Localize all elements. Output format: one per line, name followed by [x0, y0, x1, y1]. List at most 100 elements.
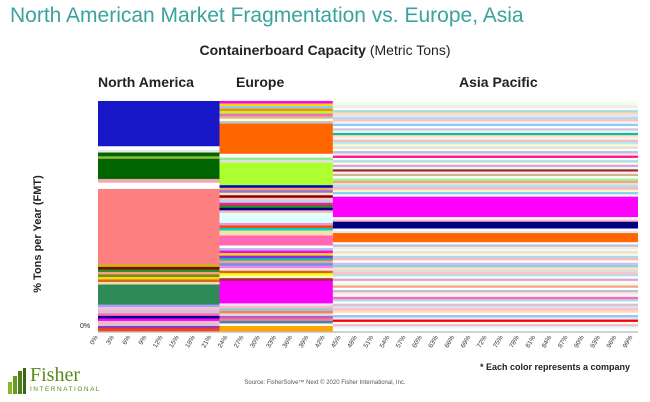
segment-2-2: [332, 105, 638, 109]
segment-1-44: [219, 275, 333, 279]
segment-2-39: [332, 189, 638, 193]
segment-2-56: [332, 258, 638, 261]
segment-0-18: [98, 304, 220, 308]
segment-2-33: [332, 176, 638, 179]
segment-1-48: [219, 305, 333, 309]
segment-1-30: [219, 232, 333, 236]
segment-2-74: [332, 299, 638, 302]
segment-1-15: [219, 187, 333, 191]
segment-2-76: [332, 303, 638, 307]
segment-2-77: [332, 305, 638, 309]
segment-2-61: [332, 269, 638, 273]
x-tick-label: 27%: [233, 334, 246, 349]
segment-2-8: [332, 119, 638, 122]
x-tick-label: 30%: [249, 334, 262, 349]
x-tick-label: 51%: [363, 334, 376, 349]
segment-1-35: [219, 253, 333, 256]
segment-2-48: [332, 233, 638, 243]
segment-1-42: [219, 270, 333, 274]
x-tick-label: 78%: [508, 334, 521, 349]
region-label-europe: Europe: [236, 74, 285, 90]
segment-2-80: [332, 312, 638, 316]
segment-1-16: [219, 190, 333, 194]
x-tick-label: 54%: [379, 334, 392, 349]
x-tick-label: 69%: [460, 334, 473, 349]
segment-1-52: [219, 315, 333, 319]
x-tick-label: 96%: [606, 334, 619, 349]
x-tick-label: 45%: [330, 334, 343, 349]
segment-1-34: [219, 250, 333, 254]
x-tick-label: 87%: [557, 334, 570, 349]
segment-0-17: [98, 284, 220, 305]
segment-1-43: [219, 273, 333, 276]
segment-1-0: [219, 101, 333, 104]
segment-2-64: [332, 276, 638, 279]
segment-2-28: [332, 164, 638, 168]
segment-2-12: [332, 128, 638, 131]
x-tick-label: 99%: [622, 334, 635, 349]
chart-title: Containerboard Capacity (Metric Tons): [0, 42, 650, 58]
segment-1-40: [219, 265, 333, 269]
segment-2-55: [332, 255, 638, 259]
segment-1-24: [219, 210, 333, 214]
segment-2-31: [332, 171, 638, 175]
segment-1-6: [219, 116, 333, 119]
source-text: Source: FisherSolve™ Next © 2020 Fisher …: [244, 380, 406, 386]
segment-0-2: [98, 150, 220, 153]
segment-0-8: [98, 188, 220, 265]
segment-2-82: [332, 317, 638, 320]
segment-1-36: [219, 255, 333, 259]
segment-1-3: [219, 108, 333, 112]
segment-1-53: [219, 318, 333, 322]
x-tick-label: 90%: [573, 334, 586, 349]
segment-2-41: [332, 194, 638, 197]
segment-2-62: [332, 271, 638, 275]
segment-2-21: [332, 148, 638, 152]
segment-1-10: [219, 153, 333, 158]
segment-1-5: [219, 113, 333, 117]
segment-0-25: [98, 323, 220, 327]
segment-2-72: [332, 294, 638, 298]
segment-1-9: [219, 123, 333, 155]
segment-2-27: [332, 162, 638, 166]
segment-2-44: [332, 219, 638, 222]
segment-0-23: [98, 318, 220, 322]
slide-title: North American Market Fragmentation vs. …: [10, 4, 524, 27]
x-tick-label: 3%: [105, 334, 116, 346]
chart-title-bold: Containerboard Capacity: [199, 42, 366, 58]
x-tick-label: 39%: [298, 334, 311, 349]
segment-2-10: [332, 123, 638, 127]
segment-0-3: [98, 152, 220, 157]
x-tick-label: 9%: [138, 334, 149, 346]
logo-subtitle: INTERNATIONAL: [30, 386, 102, 393]
segment-2-54: [332, 253, 638, 257]
segment-1-49: [219, 308, 333, 312]
segment-0-10: [98, 266, 220, 270]
segment-2-0: [332, 101, 638, 104]
segment-2-60: [332, 267, 638, 270]
segment-1-51: [219, 313, 333, 317]
segment-0-5: [98, 158, 220, 180]
segment-1-55: [219, 323, 333, 327]
segment-2-65: [332, 278, 638, 282]
footnote: * Each color represents a company: [479, 362, 630, 372]
segment-2-26: [332, 160, 638, 163]
segment-2-81: [332, 315, 638, 318]
region-label-asia-pacific: Asia Pacific: [459, 74, 538, 90]
segment-1-26: [219, 222, 333, 226]
segment-2-86: [332, 326, 638, 330]
fisher-logo-mark-icon: [8, 368, 26, 394]
segment-2-9: [332, 121, 638, 125]
segment-0-21: [98, 313, 220, 317]
segment-2-58: [332, 262, 638, 266]
segment-2-85: [332, 324, 638, 327]
segment-1-50: [219, 310, 333, 314]
segment-2-70: [332, 290, 638, 293]
x-tick-label: 66%: [444, 334, 457, 349]
segment-2-7: [332, 116, 638, 120]
segment-1-17: [219, 192, 333, 196]
segment-1-4: [219, 111, 333, 114]
region-label-north-america: North America: [98, 74, 194, 90]
segment-2-43: [332, 217, 638, 220]
x-tick-label: 81%: [525, 334, 538, 349]
